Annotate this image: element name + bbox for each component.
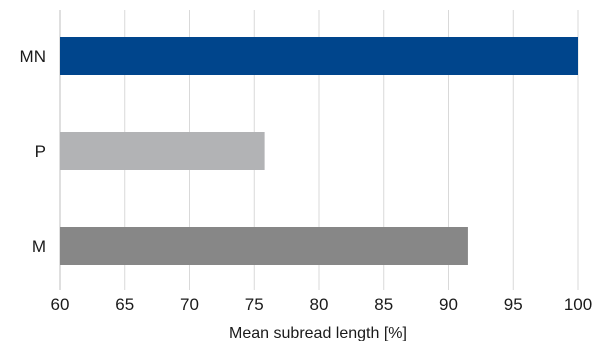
bar-m: [60, 227, 468, 265]
category-labels: MN P M: [20, 47, 46, 256]
x-tick-label: 90: [439, 295, 458, 314]
x-tick-label: 100: [564, 295, 592, 314]
x-tick-label: 80: [310, 295, 329, 314]
x-tick-label: 75: [245, 295, 264, 314]
bar-p: [60, 132, 265, 170]
x-tick-label: 95: [504, 295, 523, 314]
x-tick-labels: 60 65 70 75 80 85 90 95 100: [51, 295, 593, 314]
bars: [60, 37, 578, 265]
x-tick-label: 60: [51, 295, 70, 314]
x-tick-label: 65: [115, 295, 134, 314]
category-label-p: P: [35, 142, 46, 161]
category-label-m: M: [32, 237, 46, 256]
x-axis-title: Mean subread length [%]: [229, 325, 407, 341]
x-tick-label: 85: [374, 295, 393, 314]
x-tick-label: 70: [180, 295, 199, 314]
bar-mn: [60, 37, 578, 75]
category-label-mn: MN: [20, 47, 46, 66]
